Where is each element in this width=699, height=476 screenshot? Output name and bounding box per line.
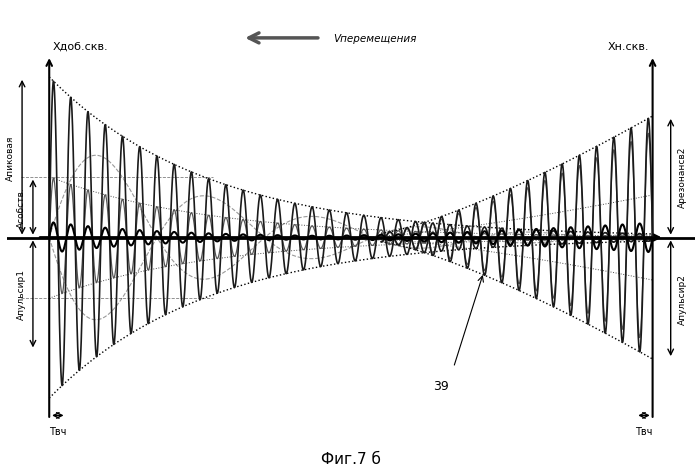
- Text: 39: 39: [433, 379, 449, 392]
- Text: Aпульсир2: Aпульсир2: [678, 273, 687, 324]
- Text: Xн.скв.: Xн.скв.: [608, 42, 649, 52]
- Text: Tвч: Tвч: [635, 426, 653, 436]
- Text: Aпульсир1: Aпульсир1: [17, 269, 26, 320]
- Text: Aпиковая: Aпиковая: [6, 135, 15, 180]
- Text: Aрезонансв2: Aрезонансв2: [678, 147, 687, 208]
- Text: Vперемещения: Vперемещения: [333, 34, 416, 44]
- Text: Tвч: Tвч: [49, 426, 66, 436]
- Text: Xдоб.скв.: Xдоб.скв.: [52, 42, 108, 52]
- Text: Фиг.7 б: Фиг.7 б: [321, 451, 381, 466]
- Text: Aсобств.: Aсобств.: [17, 188, 26, 228]
